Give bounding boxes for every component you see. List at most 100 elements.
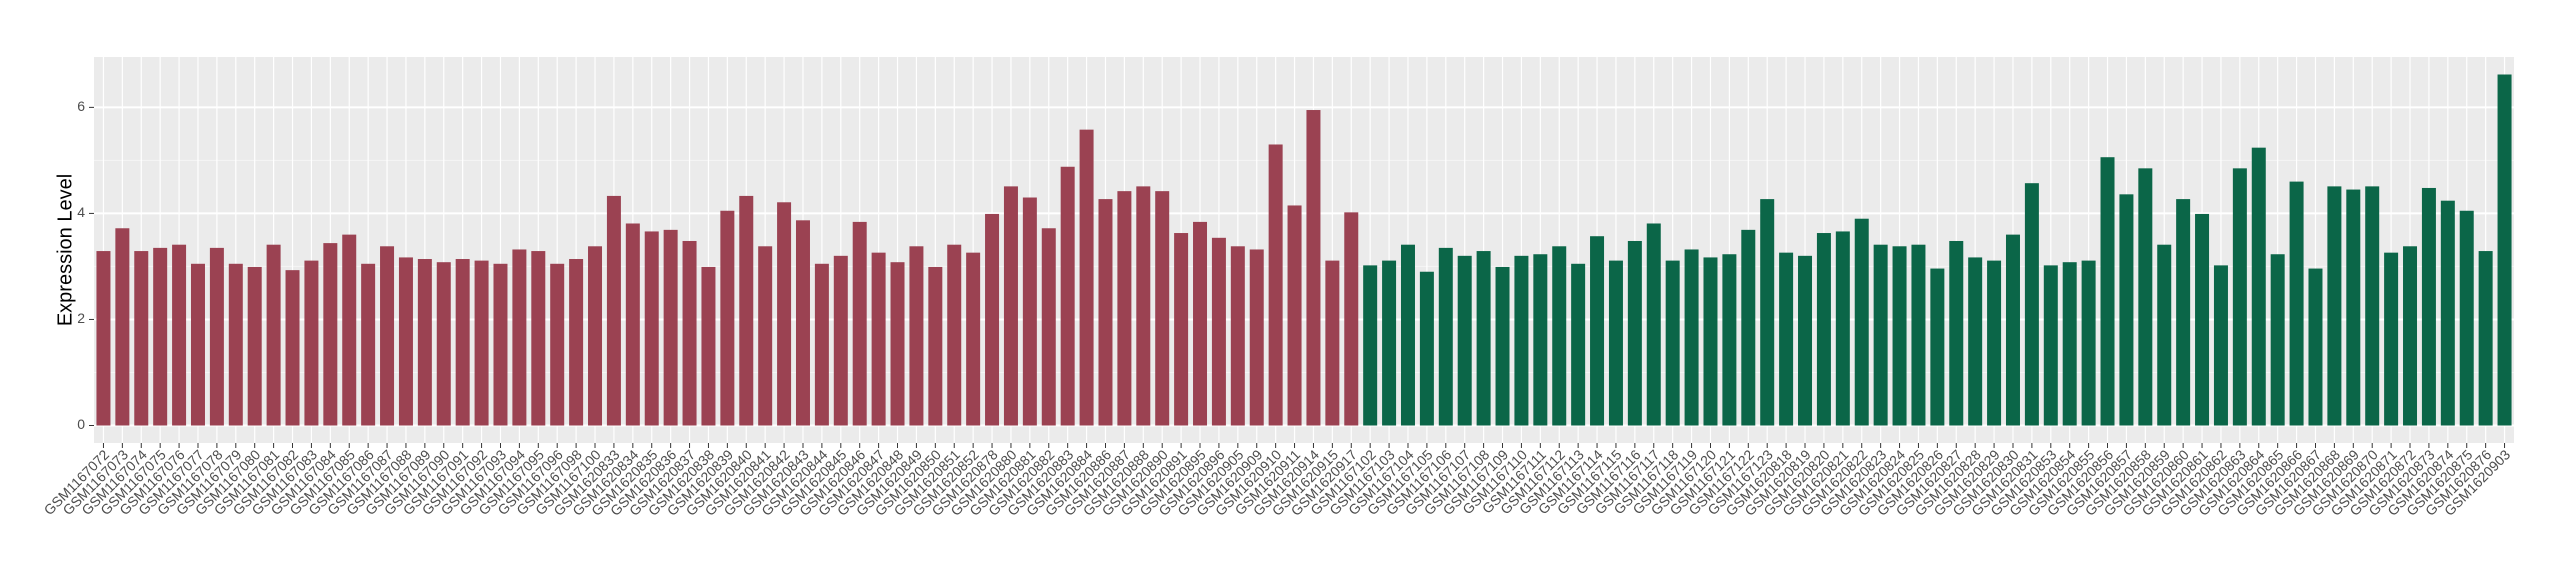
bar xyxy=(2176,199,2191,426)
bar xyxy=(266,244,281,426)
bar xyxy=(2346,189,2361,426)
bar xyxy=(417,259,432,426)
bar xyxy=(1854,218,1869,426)
bar xyxy=(1892,246,1907,426)
bar xyxy=(720,210,735,426)
bar xyxy=(1571,263,1586,426)
y-tick-label: 0 xyxy=(77,416,85,432)
bar xyxy=(2138,168,2153,426)
bar xyxy=(285,270,300,426)
bar xyxy=(2024,183,2039,426)
bar xyxy=(1022,197,1037,426)
bar xyxy=(1344,212,1359,426)
bar xyxy=(531,251,546,426)
bar xyxy=(1590,236,1605,426)
bar xyxy=(2100,157,2115,426)
bar xyxy=(1911,244,1926,426)
bar xyxy=(1930,268,1945,426)
bar xyxy=(1949,240,1964,426)
bar xyxy=(153,247,168,426)
bar xyxy=(814,263,829,426)
bar xyxy=(1136,186,1151,426)
bar xyxy=(247,266,262,426)
bar xyxy=(115,228,130,426)
bar xyxy=(1287,205,1302,426)
bar xyxy=(2384,252,2399,426)
bar xyxy=(852,221,867,426)
bar xyxy=(1400,244,1415,426)
bar xyxy=(1816,233,1831,426)
bar xyxy=(1476,251,1491,426)
bar xyxy=(795,220,810,426)
bar xyxy=(1306,110,1321,426)
bar xyxy=(2119,194,2134,426)
bar xyxy=(588,246,603,426)
bar xyxy=(966,252,981,426)
bar xyxy=(1798,255,1813,426)
bar xyxy=(1873,244,1888,426)
bar xyxy=(1741,229,1756,426)
bar xyxy=(701,266,716,426)
bar xyxy=(2421,187,2436,426)
bar xyxy=(2403,246,2418,426)
bar xyxy=(1193,221,1208,426)
bar xyxy=(1968,257,1983,426)
bar xyxy=(2308,268,2323,426)
bar xyxy=(928,266,943,426)
bar xyxy=(606,195,621,426)
bar xyxy=(1552,246,1567,426)
bar xyxy=(1230,246,1245,426)
bar xyxy=(1722,254,1737,426)
bar xyxy=(96,251,111,426)
bar xyxy=(380,246,395,426)
y-tick-label: 4 xyxy=(77,204,85,220)
bar xyxy=(1703,257,1718,426)
y-axis-label: Expression Level xyxy=(54,174,76,326)
bar xyxy=(2440,200,2455,426)
y-tick-label: 6 xyxy=(77,98,85,114)
y-tick-label: 2 xyxy=(77,310,85,326)
bar xyxy=(2232,168,2247,426)
bar xyxy=(2478,251,2493,426)
bar xyxy=(777,202,792,426)
bar xyxy=(474,260,489,426)
bar xyxy=(1495,266,1510,426)
bar xyxy=(493,263,508,426)
bar xyxy=(1155,191,1170,426)
bar xyxy=(2005,234,2020,426)
bar xyxy=(455,259,470,426)
bar xyxy=(172,244,187,426)
bar xyxy=(209,247,224,426)
bar xyxy=(663,229,678,426)
bar xyxy=(2195,213,2210,426)
bar xyxy=(1268,144,1283,426)
bar xyxy=(1325,260,1340,426)
bar xyxy=(1060,166,1075,426)
bar xyxy=(190,263,205,426)
bar xyxy=(909,246,924,426)
bar xyxy=(947,244,962,426)
bar xyxy=(398,257,413,426)
bar xyxy=(1760,199,1775,426)
bar xyxy=(1835,231,1850,426)
bar xyxy=(1684,249,1699,426)
bar xyxy=(1646,223,1661,426)
bar xyxy=(1363,265,1378,426)
bar xyxy=(304,260,319,426)
bar xyxy=(134,251,149,426)
bar xyxy=(2289,181,2304,426)
bar xyxy=(2327,186,2342,426)
bar xyxy=(1419,271,1434,426)
bar xyxy=(1627,240,1642,426)
bar xyxy=(1987,260,2002,426)
bar xyxy=(833,255,848,426)
bar xyxy=(985,213,1000,426)
bar xyxy=(1249,249,1264,426)
bar xyxy=(739,195,754,426)
bar xyxy=(512,249,527,426)
bar xyxy=(1665,260,1680,426)
bar xyxy=(1003,186,1018,426)
bar xyxy=(1608,260,1623,426)
bar xyxy=(758,246,773,426)
